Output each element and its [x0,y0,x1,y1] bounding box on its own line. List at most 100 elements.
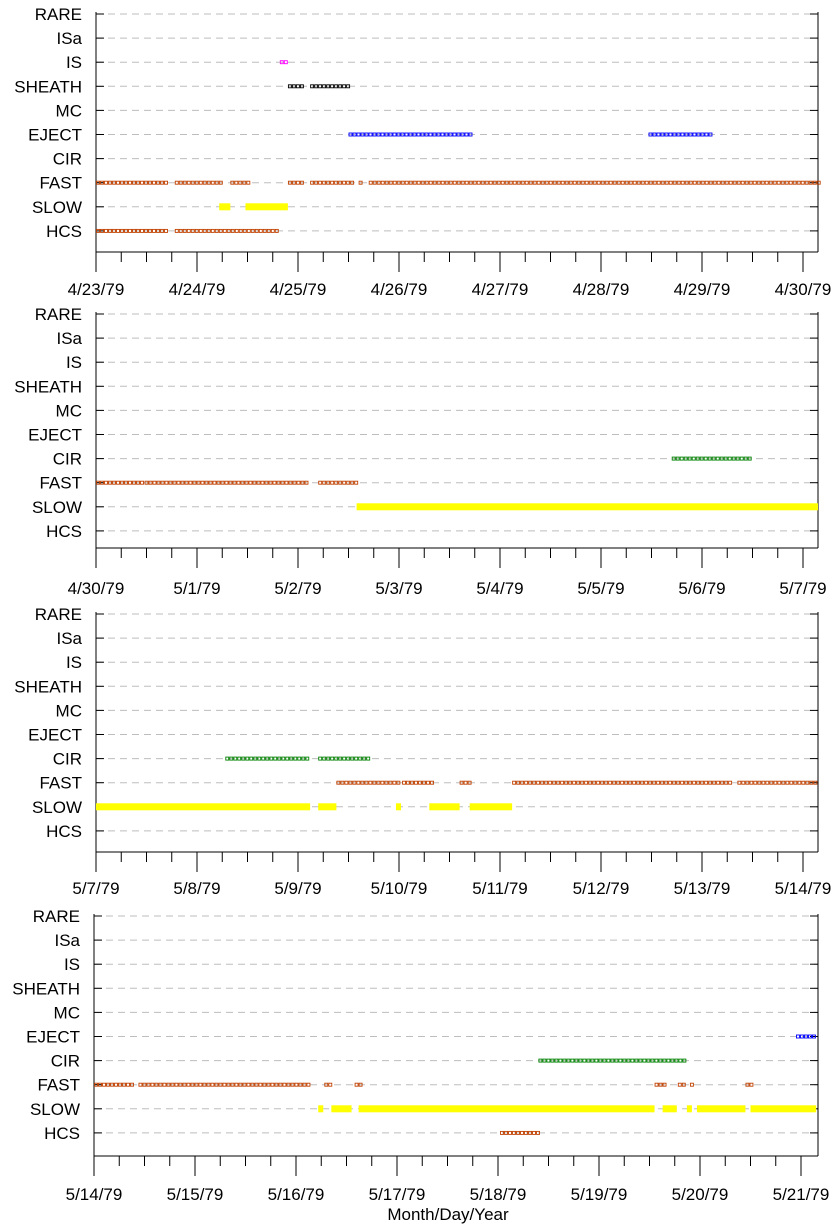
interval-marker [813,780,818,785]
interval-marks [318,756,371,761]
category-label: MC [54,1003,80,1022]
interval-marker [295,84,300,89]
interval-marker [392,780,397,785]
interval-marker [198,228,203,233]
interval-marker [160,180,164,185]
interval-marker [504,1130,508,1135]
interval-marker [628,780,633,785]
interval-marker [293,756,298,761]
interval-marker [348,132,353,137]
interval-marker [604,780,609,785]
interval-marker [98,1082,102,1087]
interval-marker [206,1082,211,1087]
interval-marker [279,60,284,65]
interval-marker [246,1082,251,1087]
interval-marker [262,1082,267,1087]
interval-marker [700,780,705,785]
interval-marks [310,180,355,185]
interval-marks [689,1082,694,1087]
x-tick-label: 5/1/79 [173,579,220,598]
interval-marker [112,180,116,185]
interval-marker [258,1082,263,1087]
interval-marker [708,780,713,785]
interval-marks [677,1082,686,1087]
interval-marker [380,132,385,137]
interval-marker [384,780,389,785]
interval-marker [400,180,405,185]
interval-marker [148,228,152,233]
interval-marker [672,780,677,785]
interval-marker [452,180,457,185]
interval-marker [743,456,748,461]
category-label: CIR [51,1052,80,1071]
interval-marker [426,780,430,785]
interval-marker [334,84,339,89]
interval-marker [170,1082,175,1087]
interval-marker [302,1082,307,1087]
interval-marker [602,1058,607,1063]
interval-marks [796,1034,816,1039]
interval-marker [236,480,241,485]
interval-marker [352,780,357,785]
interval-marker [428,132,433,137]
interval-marker [174,180,179,185]
interval-marker [671,456,676,461]
interval-marker [220,480,225,485]
interval-marker [182,180,187,185]
interval-marker [222,1082,227,1087]
interval-marker [174,228,179,233]
interval-marker [156,480,161,485]
interval-marker [150,1082,155,1087]
interval-marker [230,1082,235,1087]
interval-marker [152,180,156,185]
interval-marker [174,1082,179,1087]
category-label: SLOW [32,798,82,817]
x-tick-label: 4/30/79 [775,280,832,299]
interval-marker [226,1082,231,1087]
interval-marker [334,180,339,185]
interval-marker [238,228,243,233]
interval-marker [712,180,717,185]
x-tick-label: 4/29/79 [674,280,731,299]
interval-marker [96,180,100,185]
interval-marker [132,180,136,185]
interval-marker [136,180,140,185]
interval-marker [368,132,373,137]
interval-marker [344,780,349,785]
interval-marker [194,1082,199,1087]
interval-marks [94,1082,134,1087]
category-label: HCS [44,1124,80,1143]
interval-marker [789,780,794,785]
interval-marker [704,780,709,785]
interval-marker [300,480,305,485]
interval-marker [364,780,369,785]
interval-marker [652,180,657,185]
interval-marker [272,480,277,485]
interval-marker [532,1130,536,1135]
interval-marker [200,480,205,485]
interval-marker [681,1082,686,1087]
interval-marker [142,1082,147,1087]
interval-marker [704,132,709,137]
interval-marker [250,1082,255,1087]
interval-marker [284,480,289,485]
interval-marker [212,480,217,485]
interval-marker [289,756,294,761]
interval-marker [731,456,736,461]
interval-marker [728,180,733,185]
interval-marker [760,180,765,185]
x-tick-label: 5/8/79 [173,879,220,898]
interval-marker [240,480,245,485]
interval-marker [512,180,517,185]
interval-marker [744,180,749,185]
interval-marker [664,180,669,185]
interval-marker [120,180,124,185]
interval-marker [274,228,279,233]
interval-marker [680,132,685,137]
interval-marker [464,132,469,137]
interval-marker [225,756,230,761]
interval-marker [809,780,814,785]
interval-marks [324,1082,333,1087]
interval-marker [692,780,697,785]
interval-marker [512,1130,516,1135]
